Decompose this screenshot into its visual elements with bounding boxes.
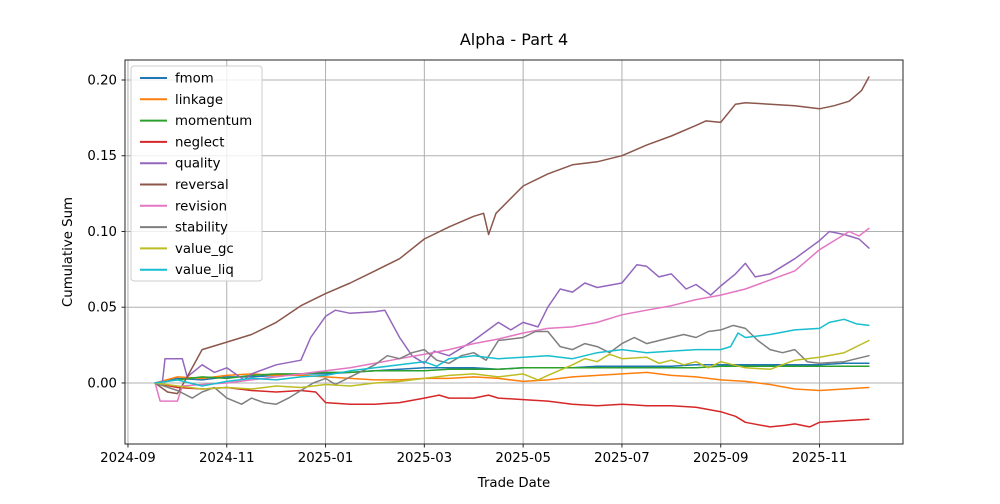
series-line-reversal — [154, 76, 870, 395]
legend-item-revision: revision — [140, 199, 227, 214]
series-line-value_gc — [154, 339, 870, 390]
series-line-linkage — [154, 371, 870, 392]
legend-item-stability: stability — [140, 221, 228, 236]
x-tick-label: 2024-11 — [199, 451, 255, 466]
x-tick-label: 2025-11 — [792, 451, 848, 466]
series-line-quality — [154, 230, 870, 384]
y-axis-label: Cumulative Sum — [61, 197, 76, 307]
legend-label: linkage — [175, 93, 223, 108]
plot-border — [124, 59, 904, 445]
series-line-neglect — [154, 382, 870, 428]
legend-label: reversal — [175, 178, 229, 193]
legend-label: stability — [175, 221, 228, 236]
legend-label: revision — [175, 199, 227, 214]
y-tick-label: 0.15 — [87, 149, 117, 164]
legend-item-linkage: linkage — [140, 93, 223, 108]
series-line-value_liq — [154, 318, 870, 387]
legend-item-value_gc: value_gc — [140, 242, 234, 257]
series-line-momentum — [154, 365, 870, 384]
y-tick-label: 0.10 — [87, 225, 117, 240]
series-line-revision — [154, 227, 870, 402]
series-line-stability — [154, 324, 870, 405]
legend-item-quality: quality — [140, 157, 221, 172]
series-layer — [154, 76, 870, 428]
x-tick-label: 2025-05 — [495, 451, 551, 466]
legend-label: quality — [175, 157, 221, 172]
x-tick-label: 2025-07 — [594, 451, 650, 466]
legend-label: value_gc — [175, 242, 234, 257]
x-axis-label: Trade Date — [477, 476, 550, 491]
chart-title: Alpha - Part 4 — [460, 30, 568, 49]
tick-layer: 2024-09 2024-11 2025-01 2025-03 2025-05 2025-… — [87, 73, 847, 466]
legend-item-neglect: neglect — [140, 135, 224, 150]
legend: fmom linkage momentum neglect quality reversa… — [130, 65, 263, 282]
legend-item-value_liq: value_liq — [140, 263, 234, 278]
y-tick-label: 0.05 — [87, 301, 117, 316]
legend-item-reversal: reversal — [140, 178, 229, 193]
legend-label: value_liq — [175, 263, 234, 278]
legend-label: fmom — [175, 72, 214, 87]
x-tick-label: 2024-09 — [100, 451, 156, 466]
legend-item-fmom: fmom — [140, 72, 214, 87]
legend-item-momentum: momentum — [140, 114, 252, 129]
x-tick-label: 2025-09 — [693, 451, 749, 466]
legend-label: momentum — [175, 114, 252, 129]
y-tick-label: 0.00 — [87, 376, 117, 391]
legend-label: neglect — [175, 135, 224, 150]
x-tick-label: 2025-01 — [298, 451, 354, 466]
y-tick-label: 0.20 — [87, 73, 117, 88]
x-tick-label: 2025-03 — [397, 451, 453, 466]
